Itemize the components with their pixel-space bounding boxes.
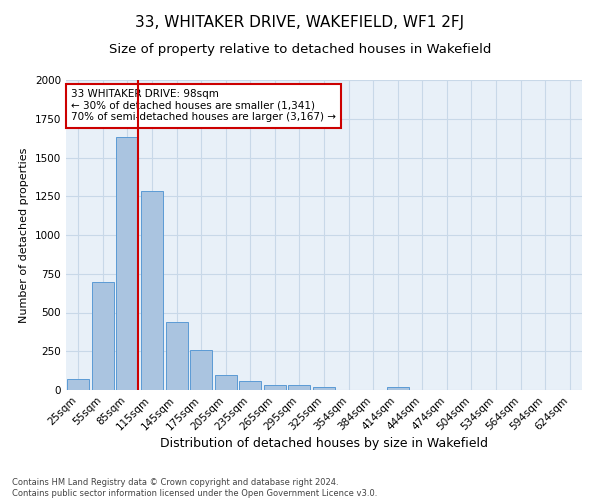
- Text: Size of property relative to detached houses in Wakefield: Size of property relative to detached ho…: [109, 42, 491, 56]
- Bar: [289, 386, 310, 390]
- Text: 33, WHITAKER DRIVE, WAKEFIELD, WF1 2FJ: 33, WHITAKER DRIVE, WAKEFIELD, WF1 2FJ: [136, 15, 464, 30]
- Bar: [141, 191, 163, 390]
- Bar: [116, 136, 139, 390]
- Bar: [386, 387, 409, 390]
- Bar: [239, 382, 262, 390]
- Bar: [92, 282, 114, 390]
- Bar: [67, 379, 89, 390]
- Bar: [313, 387, 335, 390]
- Y-axis label: Number of detached properties: Number of detached properties: [19, 148, 29, 322]
- Bar: [166, 322, 188, 390]
- Text: Contains HM Land Registry data © Crown copyright and database right 2024.
Contai: Contains HM Land Registry data © Crown c…: [12, 478, 377, 498]
- Bar: [190, 350, 212, 390]
- Bar: [264, 384, 286, 390]
- Text: 33 WHITAKER DRIVE: 98sqm
← 30% of detached houses are smaller (1,341)
70% of sem: 33 WHITAKER DRIVE: 98sqm ← 30% of detach…: [71, 90, 336, 122]
- X-axis label: Distribution of detached houses by size in Wakefield: Distribution of detached houses by size …: [160, 438, 488, 450]
- Bar: [215, 376, 237, 390]
